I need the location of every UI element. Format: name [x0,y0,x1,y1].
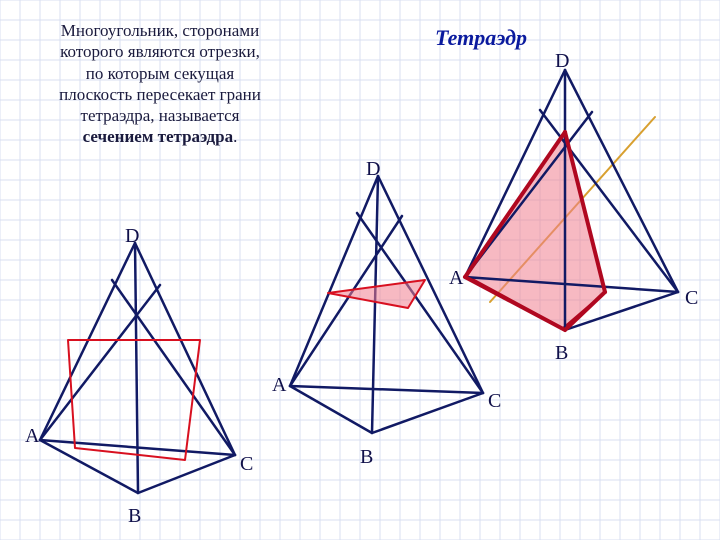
vertex-label-fig3-D: D [555,50,569,73]
vertex-label-fig1-B: B [128,505,141,528]
vertex-label-fig3-A: A [449,267,463,290]
vertex-label-fig2-B: B [360,446,373,469]
vertex-label-fig2-D: D [366,158,380,181]
page-title: Тетраэдр [435,25,527,51]
tetrahedron-figure-3 [455,52,705,362]
vertex-label-fig2-A: A [272,374,286,397]
desc-line-0: Многоугольник, сторонами [61,21,259,40]
desc-line-1: которого являются отрезки, [60,42,260,61]
vertex-label-fig1-C: C [240,453,253,476]
vertex-label-fig1-A: A [25,425,39,448]
vertex-label-fig3-B: B [555,342,568,365]
description-text: Многоугольник, сторонами которого являют… [30,20,290,148]
vertex-label-fig1-D: D [125,225,139,248]
desc-bold: сечением тетраэдра [83,127,233,146]
desc-line-2: по которым секущая [86,64,234,83]
tetrahedron-figure-1 [30,225,260,515]
vertex-label-fig3-C: C [685,287,698,310]
desc-period: . [233,127,237,146]
desc-line-3: плоскость пересекает грани [59,85,261,104]
desc-line-4: тетраэдра, называется [81,106,240,125]
vertex-label-fig2-C: C [488,390,501,413]
